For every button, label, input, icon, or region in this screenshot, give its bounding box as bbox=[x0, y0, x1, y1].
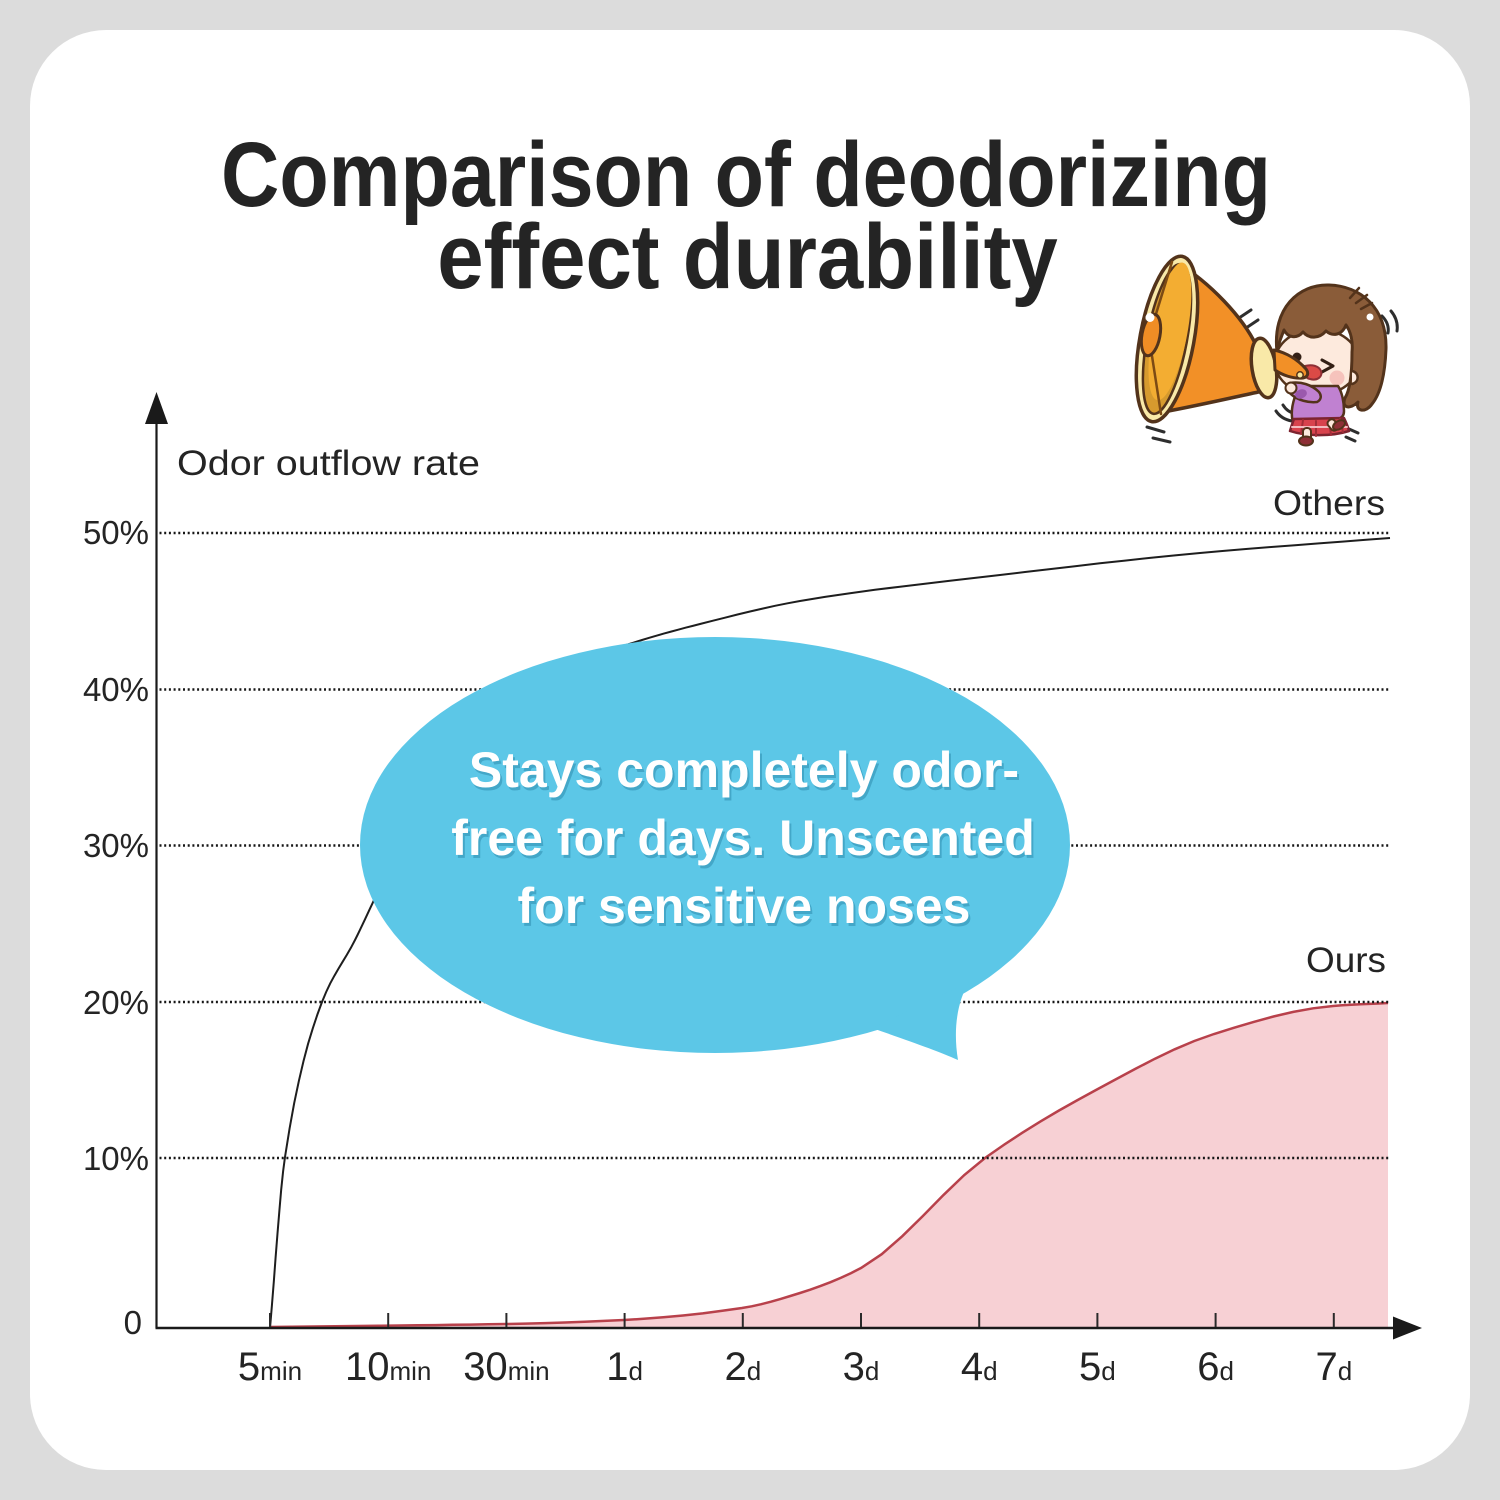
svg-text:Others: Others bbox=[1273, 484, 1385, 523]
svg-text:Ours: Ours bbox=[1306, 941, 1386, 980]
svg-text:Stays completely odor-: Stays completely odor- bbox=[469, 742, 1019, 798]
svg-text:0: 0 bbox=[124, 1304, 142, 1341]
svg-text:2d: 2d bbox=[724, 1345, 761, 1389]
svg-text:Odor outflow rate: Odor outflow rate bbox=[177, 444, 480, 483]
svg-text:for sensitive noses: for sensitive noses bbox=[518, 878, 971, 934]
svg-text:effect durability: effect durability bbox=[437, 205, 1058, 308]
svg-text:40%: 40% bbox=[83, 671, 149, 708]
svg-text:10%: 10% bbox=[83, 1140, 149, 1177]
svg-text:50%: 50% bbox=[83, 514, 149, 551]
svg-text:free for days. Unscented: free for days. Unscented bbox=[451, 810, 1035, 866]
svg-text:20%: 20% bbox=[83, 984, 149, 1021]
svg-text:30%: 30% bbox=[83, 827, 149, 864]
svg-text:Comparison of deodorizing: Comparison of deodorizing bbox=[221, 124, 1271, 226]
